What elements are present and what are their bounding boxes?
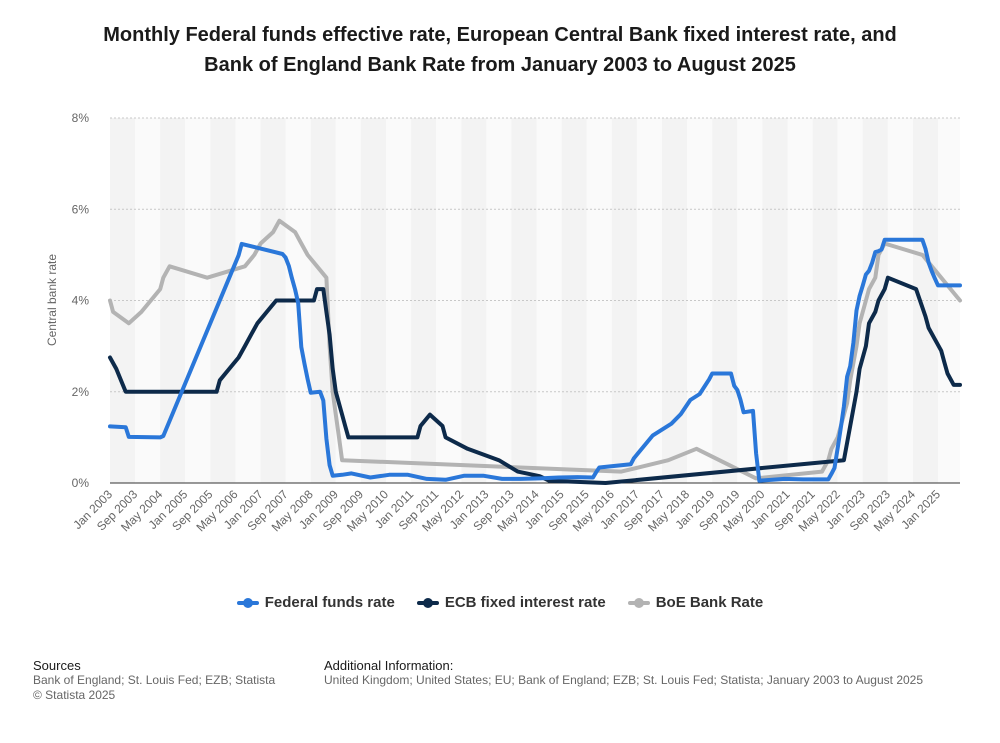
series-line-ecb-fixed-interest-rate[interactable] [108,275,962,485]
chart-title: Monthly Federal funds effective rate, Eu… [40,20,960,80]
additional-info-block: Additional Information: United Kingdom; … [324,658,923,688]
background-band [812,118,838,483]
legend-swatch-ecb [416,597,439,608]
copyright-text: © Statista 2025 [33,688,116,702]
sources-block: Sources Bank of England; St. Louis Fed; … [33,658,275,703]
chart-title-line-2: Bank of England Bank Rate from January 2… [204,54,796,76]
y-axis-label: Central bank rate [45,254,59,346]
y-tick-label: 6% [72,202,90,216]
background-band [335,118,361,483]
chart-title-line-1: Monthly Federal funds effective rate, Eu… [103,24,897,46]
background-band [360,118,387,483]
legend-swatch-federal-funds [236,597,259,608]
legend-item-ecb[interactable]: ECB fixed interest rate [416,594,606,611]
background-band [712,118,738,483]
chart-legend: Federal funds rate ECB fixed interest ra… [0,594,1000,611]
additional-info-text: United Kingdom; United States; EU; Bank … [324,673,924,687]
legend-label-federal-funds: Federal funds rate [264,594,395,611]
y-tick-label: 8% [72,111,90,125]
y-grid: 0% 2% 4% 6% 8% [72,111,960,490]
legend-label-ecb: ECB fixed interest rate [444,594,606,611]
background-band [636,118,663,483]
series-line-boe-bank-rate[interactable] [108,218,962,481]
legend-label-boe: BoE Bank Rate [655,594,764,611]
legend-item-federal-funds[interactable]: Federal funds rate [236,594,395,611]
series-line-federal-funds-rate[interactable] [108,237,962,483]
series-lines [108,218,962,485]
legend-swatch-boe [627,597,650,608]
background-band [611,118,637,483]
background-band [160,118,186,483]
sources-heading: Sources [33,658,81,673]
y-tick-label: 0% [72,476,90,490]
background-band [938,118,960,483]
y-tick-label: 2% [72,385,90,399]
background-band [887,118,913,483]
additional-info-heading: Additional Information: [324,658,454,673]
background-band [912,118,939,483]
sources-text: Bank of England; St. Louis Fed; EZB; Sta… [33,673,276,687]
y-tick-label: 4% [72,294,90,308]
background-band [536,118,562,483]
legend-item-boe[interactable]: BoE Bank Rate [627,594,764,611]
